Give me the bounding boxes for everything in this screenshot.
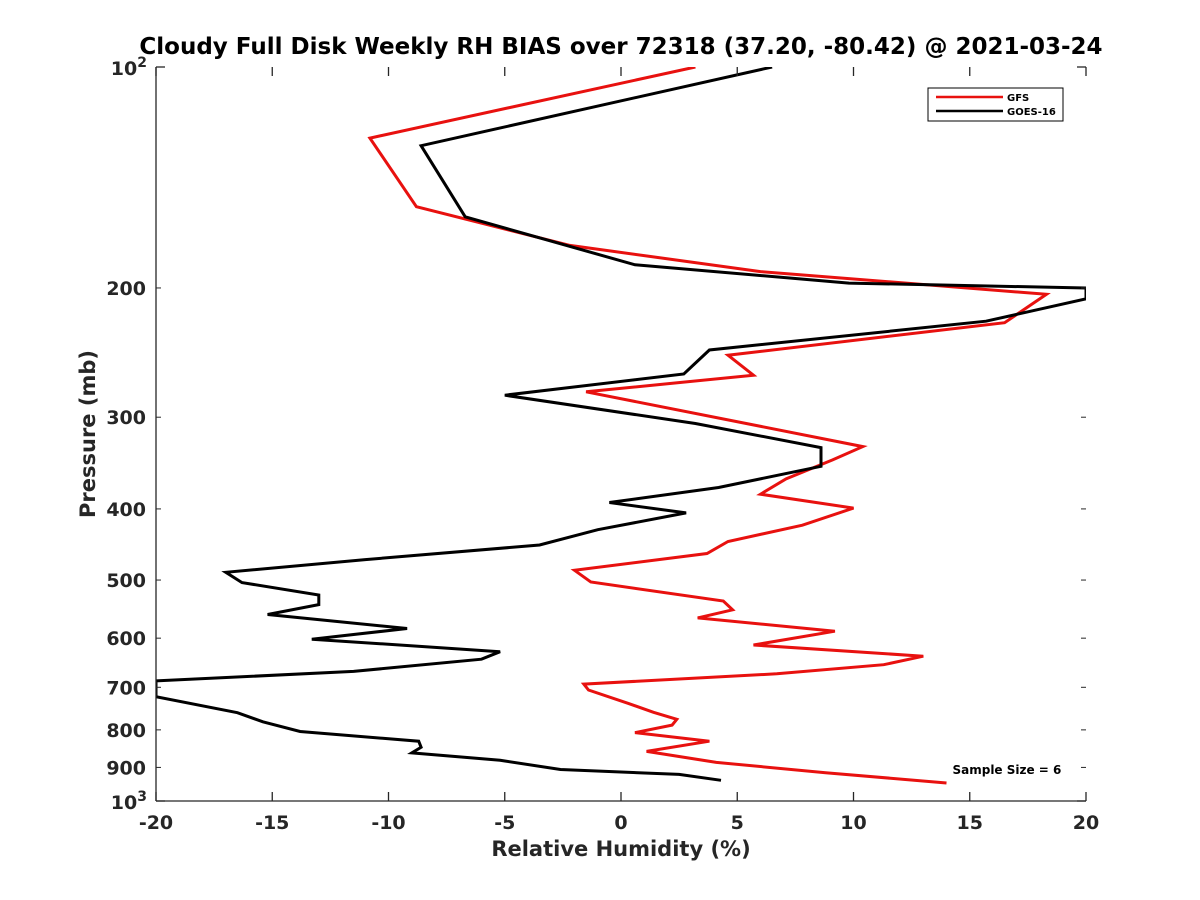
series-line-goes-16 (156, 67, 1086, 782)
x-tick-label: 5 (731, 812, 744, 834)
y-tick-label: 500 (106, 570, 146, 592)
y-tick-label: 600 (106, 628, 146, 650)
legend-label-goes-16: GOES-16 (1007, 107, 1056, 118)
x-tick-label: 10 (840, 812, 866, 834)
y-tick-label: 200 (106, 278, 146, 300)
sample-size-annotation: Sample Size = 6 (952, 763, 1061, 777)
series-line-gfs (367, 67, 1051, 785)
y-major-tick-label: 103 (111, 789, 147, 814)
x-tick-label: -5 (494, 812, 515, 834)
x-axis-label: Relative Humidity (%) (491, 837, 750, 861)
x-tick-label: 15 (957, 812, 983, 834)
legend: GFS GOES-16 (927, 87, 1064, 122)
x-tick-label: 20 (1073, 812, 1099, 834)
series-layer (156, 67, 1086, 785)
ticks-layer: -20 -15 -10 -5 0 5 10 15 20 102 103 200 300 400 500 600… (106, 55, 1099, 834)
plot-area: -20 -15 -10 -5 0 5 10 15 20 102 103 200 300 400 500 600… (106, 55, 1099, 834)
legend-label-gfs: GFS (1007, 93, 1029, 104)
y-axis-label: Pressure (mb) (76, 350, 100, 518)
x-tick-label: -20 (139, 812, 173, 834)
x-tick-label: 0 (614, 812, 627, 834)
y-tick-label: 900 (106, 757, 146, 779)
y-major-tick-label: 102 (111, 55, 147, 80)
chart-title: Cloudy Full Disk Weekly RH BIAS over 723… (139, 34, 1102, 60)
legend-box (927, 87, 1064, 122)
y-tick-label: 700 (106, 677, 146, 699)
plot-background (156, 67, 1086, 801)
y-tick-label: 800 (106, 720, 146, 742)
x-tick-label: -10 (371, 812, 405, 834)
x-tick-label: -15 (255, 812, 289, 834)
y-tick-label: 400 (106, 499, 146, 521)
y-tick-label: 300 (106, 407, 146, 429)
